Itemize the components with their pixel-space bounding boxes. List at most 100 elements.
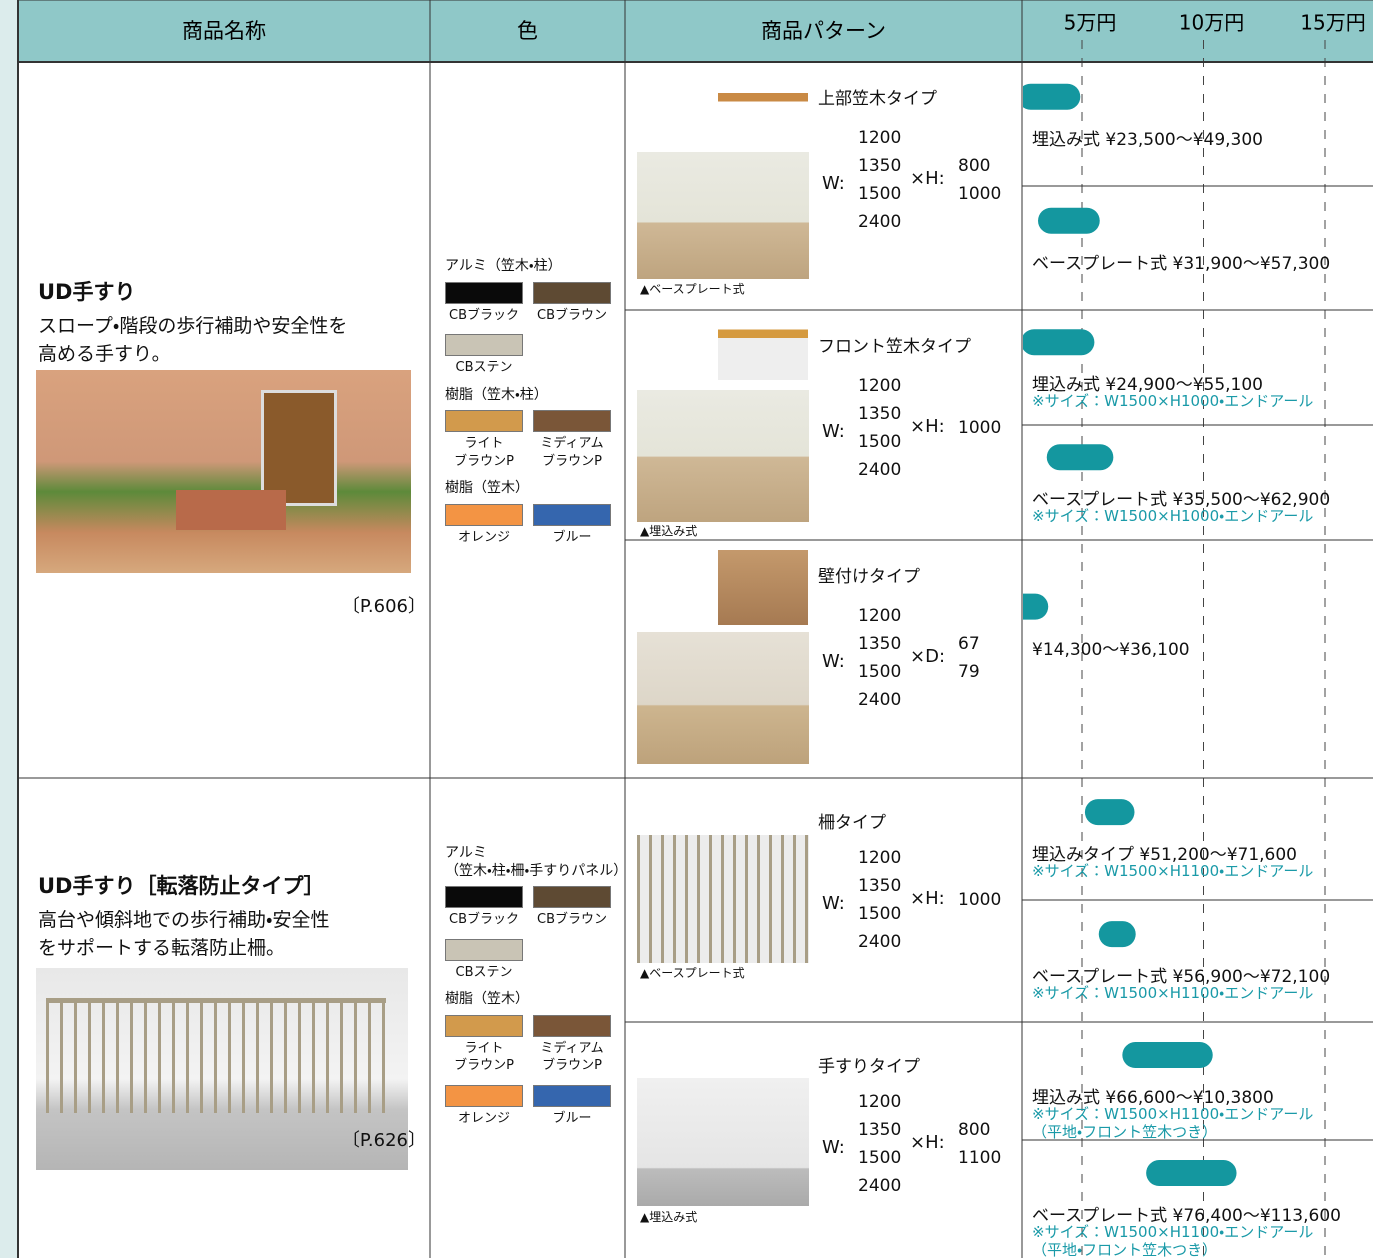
- product-photo: [36, 370, 411, 573]
- swatch-box: [445, 1014, 523, 1037]
- width-value: 1350: [858, 1120, 902, 1140]
- dim-value: 1000: [958, 418, 1002, 438]
- price-bar: [1023, 329, 1095, 356]
- swatch-box: [445, 334, 523, 357]
- swatch: CBブラウン: [533, 886, 621, 929]
- detail-photo: [718, 550, 808, 625]
- width-label: W:: [822, 893, 845, 914]
- photo-caption: ▲ベースプレート式: [640, 966, 745, 980]
- width-value: 1500: [858, 904, 902, 924]
- swatch-box: [533, 1084, 611, 1107]
- column-header: 商品名称: [182, 19, 266, 43]
- width-label: W:: [822, 173, 845, 194]
- column-header: 色: [517, 19, 538, 43]
- swatch: ブルー: [533, 1084, 621, 1128]
- swatch-grid: CBブラック CBブラウン CBステン: [445, 886, 625, 981]
- width-value: 1500: [858, 432, 902, 452]
- price-bar: [1023, 593, 1049, 620]
- swatch: オレンジ: [445, 503, 533, 547]
- width-value: 1500: [858, 1148, 902, 1168]
- swatch-box: [533, 503, 611, 526]
- fence: [46, 998, 386, 1113]
- swatch: ミディアム ブラウンP: [533, 1014, 621, 1075]
- swatch-label: ミディアム ブラウンP: [540, 436, 604, 469]
- width-value: 1200: [858, 1092, 902, 1112]
- swatch-box: [445, 938, 523, 961]
- tick-label: 10万円: [1179, 11, 1244, 35]
- swatch-box: [533, 410, 611, 433]
- swatch-box: [445, 1084, 523, 1107]
- swatch: オレンジ: [445, 1084, 533, 1128]
- width-value: 1200: [858, 606, 902, 626]
- price-label: 埋込み式 ¥66,600～¥10,3800: [1032, 1088, 1274, 1109]
- color-group: 樹脂（笠木）: [445, 991, 529, 1008]
- swatch-box: [445, 503, 523, 526]
- dim-label: ×H:: [910, 416, 945, 437]
- width-value: 1500: [858, 184, 902, 204]
- dim-value: 67: [958, 634, 980, 654]
- width-value: 1350: [858, 876, 902, 896]
- photo-caption: ▲ベースプレート式: [640, 282, 745, 296]
- swatch-box: [445, 281, 523, 304]
- dim-label: ×H:: [910, 168, 945, 189]
- swatch: CBブラウン: [533, 281, 621, 325]
- width-label: W:: [822, 651, 845, 672]
- price-note: ※サイズ：W1500×H1100・エンドアール （平地・フロント笠木つき）: [1032, 1223, 1314, 1259]
- width-value: 1200: [858, 128, 902, 148]
- width-value: 1200: [858, 848, 902, 868]
- width-value: 1350: [858, 634, 902, 654]
- swatch: ミディアム ブラウンP: [533, 410, 621, 470]
- scene-photo: [637, 632, 809, 764]
- swatch-label: CBブラウン: [537, 307, 607, 323]
- swatch: ライト ブラウンP: [445, 1014, 533, 1075]
- color-group: アルミ （笠木・柱・柵・手すりパネル）: [445, 845, 628, 879]
- pattern-type: 壁付けタイプ: [818, 567, 920, 587]
- price-label: ベースプレート式 ¥76,400～¥113,600: [1032, 1206, 1341, 1227]
- swatch-label: CBステン: [455, 964, 513, 980]
- width-value: 2400: [858, 690, 902, 710]
- dim-value: 1000: [958, 890, 1002, 910]
- scene-photo: [637, 390, 809, 522]
- pattern-type: 手すりタイプ: [818, 1057, 920, 1077]
- scene-photo: [637, 1078, 809, 1206]
- left-strip: [0, 0, 18, 1258]
- swatch-label: オレンジ: [457, 1110, 510, 1126]
- product-description: 高台や傾斜地での歩行補助・安全性 をサポートする転落防止柵。: [38, 909, 330, 959]
- scene-photo: [637, 152, 809, 279]
- product-photo: [36, 968, 408, 1170]
- color-column: アルミ（笠木・柱） CBブラック CBブラウン CBステン 樹脂（笠木・柱） ライト ブラ…: [445, 248, 625, 546]
- price-note: ※サイズ：W1500×H1100・エンドアール: [1032, 984, 1314, 1003]
- price-label: 埋込み式 ¥23,500～¥49,300: [1032, 129, 1264, 150]
- dim-label: ×H:: [910, 1132, 945, 1153]
- tick-label: 15万円: [1300, 11, 1365, 35]
- price-bar: [1122, 1042, 1213, 1069]
- detail-photo: [718, 310, 808, 380]
- price-bar: [1146, 1160, 1237, 1187]
- product-name: UD手すり［転落防止タイプ］: [38, 874, 325, 898]
- swatch: CBブラック: [445, 281, 533, 325]
- price-note: ※サイズ：W1500×H1000・エンドアール: [1032, 507, 1314, 526]
- swatch: ライト ブラウンP: [445, 410, 533, 470]
- price-label: ベースプレート式 ¥35,500～¥62,900: [1032, 490, 1331, 511]
- swatch-label: ブルー: [552, 1110, 592, 1126]
- swatch-grid: CBブラック CBブラウン CBステン: [445, 281, 625, 377]
- detail-photo: [718, 72, 808, 142]
- header-bar: [18, 0, 1373, 62]
- dim-value: 1000: [958, 184, 1002, 204]
- swatch-label: CBステン: [455, 360, 513, 376]
- photo-caption: ▲埋込み式: [640, 1210, 698, 1224]
- swatch-box: [533, 281, 611, 304]
- swatch-label: ミディアム ブラウンP: [540, 1040, 604, 1074]
- width-value: 2400: [858, 212, 902, 232]
- price-note: ※サイズ：W1500×H1100・エンドアール （平地・フロント笠木つき）: [1032, 1105, 1314, 1142]
- door: [261, 390, 337, 506]
- swatch-grid: オレンジ ブルー: [445, 503, 625, 547]
- swatch-label: CBブラウン: [537, 912, 607, 927]
- price-bar: [1023, 83, 1081, 110]
- width-value: 2400: [858, 1176, 902, 1196]
- dim-value: 800: [958, 1120, 991, 1140]
- swatch: CBブラック: [445, 886, 533, 929]
- price-bar: [1046, 444, 1114, 471]
